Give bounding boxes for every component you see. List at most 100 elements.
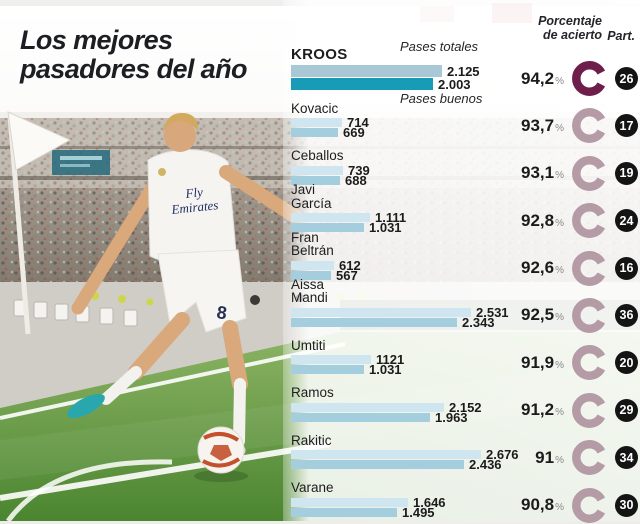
good-passes-bar: [291, 365, 364, 375]
accuracy-donut-icon: [572, 345, 607, 381]
good-passes-bar-line: 1.031: [291, 362, 640, 378]
good-passes-bar: [291, 223, 364, 233]
total-passes-bar: [291, 402, 444, 412]
player-name-label: Varane: [291, 480, 334, 496]
participation-badge: 20: [615, 351, 638, 375]
good-passes-value: 2.436: [469, 457, 502, 473]
row-right-cluster: 94,2% 26: [512, 60, 638, 97]
good-passes-bar: [291, 128, 338, 138]
player-name-label: Fran Beltrán: [291, 229, 334, 259]
corner-flag-pole: [7, 115, 31, 335]
shirt-sponsor-text: Fly: [184, 184, 204, 201]
good-passes-bar-line: 567: [291, 267, 640, 283]
total-passes-value: 1.646: [413, 494, 446, 510]
player-name-label: Ramos: [291, 385, 334, 401]
player-name-label: Rakitic: [291, 432, 332, 448]
total-passes-bar: [291, 118, 342, 128]
total-passes-bar-line: 1121: [291, 352, 640, 367]
good-passes-bar-line: 1.495: [291, 504, 640, 520]
total-passes-bar-line: 2.676: [291, 447, 640, 462]
row-right-cluster: 92,6% 16: [512, 250, 638, 287]
total-passes-bar: [291, 307, 471, 317]
total-passes-bar: [291, 450, 481, 460]
ball-shadow: [194, 470, 248, 482]
accuracy-value: 91,2%: [521, 400, 564, 420]
player-row: KROOS 2.125 2.003 94,2% 26: [283, 36, 640, 96]
accuracy-donut-icon: [572, 108, 607, 144]
corner-flag-cloth: [7, 111, 72, 171]
accuracy-donut-icon: [572, 155, 607, 191]
good-passes-bar: [291, 412, 430, 422]
accuracy-value: 92,5%: [521, 305, 564, 325]
participation-column-header: Part.: [607, 29, 635, 43]
player-name-label: Aissa Mandi: [291, 276, 328, 306]
good-passes-bar: [291, 507, 397, 517]
good-passes-bar-line: 669: [291, 125, 640, 141]
player-shorts: [157, 249, 247, 333]
player-left-boot: [67, 393, 105, 419]
player-name-label: Javi García: [291, 182, 332, 211]
player-row: Kovacic 714 669 93,7% 17: [283, 90, 640, 144]
player-row: Ceballos 739 688 93,1% 19: [283, 137, 640, 191]
player-row: Rakitic 2.676 2.436 91% 34: [283, 422, 640, 476]
player-row: Umtiti 1121 1.031 91,9% 20: [283, 327, 640, 381]
accuracy-value: 92,8%: [521, 210, 564, 230]
row-right-cluster: 91% 34: [512, 439, 638, 476]
player-head: [164, 120, 196, 152]
page-title: Los mejores pasadores del año: [20, 26, 247, 84]
good-passes-bar-line: 2.436: [291, 457, 640, 473]
good-passes-value: 2.003: [438, 76, 471, 92]
goal-line: [0, 441, 331, 501]
accuracy-value: 91,9%: [521, 352, 564, 372]
player-row: Javi García 1.111 1.031 92,8% 24: [283, 182, 640, 239]
passing-chart: Porcentaje de acierto Part. Pases totale…: [283, 0, 640, 523]
good-passes-bar-line: 1.963: [291, 410, 640, 425]
total-passes-bar: [291, 213, 370, 223]
page-title-line: Los mejores: [20, 25, 173, 56]
row-right-cluster: 90,8% 30: [512, 487, 638, 524]
accuracy-value: 92,6%: [521, 258, 564, 278]
row-right-cluster: 93,7% 17: [512, 107, 638, 144]
participation-badge: 36: [615, 303, 638, 327]
total-passes-bar: [291, 165, 343, 175]
total-passes-bar-line: 612: [291, 257, 640, 273]
player-kicking-leg: [128, 312, 190, 380]
accuracy-value: 94,2%: [521, 68, 564, 88]
accuracy-value: 93,1%: [521, 163, 564, 183]
total-passes-value: 612: [339, 257, 361, 273]
scoreboard: [52, 150, 110, 175]
total-passes-value: 2.152: [449, 399, 482, 415]
player-row: Fran Beltrán 612 567 92,6% 16: [283, 229, 640, 286]
total-passes-bar-line: 714: [291, 115, 640, 131]
participation-badge: 29: [615, 398, 638, 422]
player-left-arm: [73, 168, 167, 312]
accuracy-value: 91%: [535, 447, 564, 467]
accuracy-donut-icon: [572, 487, 607, 523]
player-row: Aissa Mandi 2.531 2.343 92,5% 36: [283, 276, 640, 333]
good-passes-value: 1.031: [369, 362, 402, 378]
player-rows: KROOS 2.125 2.003 94,2% 26 Kovacic 714 669 93,7%…: [283, 36, 640, 523]
player-name-label: Umtiti: [291, 337, 326, 353]
ball: [197, 426, 245, 474]
good-passes-bar-line: 2.003: [291, 76, 640, 92]
total-passes-legend-label: Pases totales: [400, 39, 479, 54]
total-passes-value: 739: [348, 162, 370, 178]
corner-arc: [5, 459, 173, 521]
good-passes-value: 1.495: [402, 504, 435, 520]
total-passes-bar-line: 2.531: [291, 305, 640, 320]
good-passes-bar: [291, 78, 433, 90]
good-passes-legend-label: Pases buenos: [400, 91, 483, 106]
row-right-cluster: 93,1% 19: [512, 155, 638, 192]
total-passes-value: 714: [347, 115, 369, 131]
participation-badge: 17: [615, 114, 638, 138]
player-right-sock: [233, 378, 246, 447]
total-passes-bar: [291, 260, 334, 270]
total-passes-bar-line: 2.152: [291, 399, 640, 415]
player-row: Varane 1.646 1.495 90,8% 30: [283, 469, 640, 523]
good-passes-value: 669: [343, 125, 365, 141]
player-row: Ramos 2.152 1.963 91,2% 29: [283, 374, 640, 428]
shirt-sponsor-text: Emirates: [170, 197, 219, 217]
row-right-cluster: 92,8% 24: [512, 202, 638, 239]
good-passes-value: 567: [336, 267, 358, 283]
player-figure: Fly Emirates 8: [67, 112, 323, 482]
